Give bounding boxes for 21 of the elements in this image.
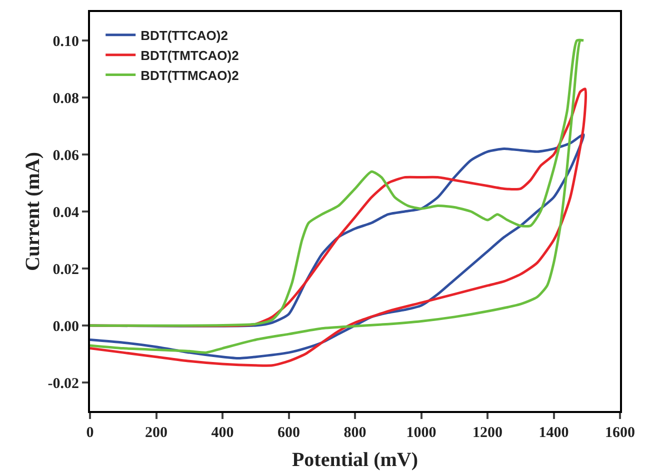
- x-tick-label: 400: [211, 425, 234, 441]
- y-tick-label: 0.04: [52, 204, 80, 221]
- x-tick-label: 1400: [538, 425, 569, 441]
- y-axis-title: Current (mA): [22, 152, 44, 272]
- legend-label: BDT(TTCAO)2: [140, 28, 228, 43]
- x-axis-title: Potential (mV): [292, 449, 418, 471]
- y-tick-label: 0.00: [52, 318, 79, 335]
- y-tick-label: 0.02: [52, 262, 79, 278]
- y-tick-label: 0.08: [52, 90, 79, 107]
- y-tick-label: 0.06: [52, 148, 80, 164]
- legend-label: BDT(TTMCAO)2: [140, 68, 239, 83]
- x-tick-label: 1600: [605, 425, 635, 441]
- x-tick-label: 1200: [472, 425, 502, 441]
- x-tick-label: 200: [145, 425, 168, 441]
- y-tick-label: 0.10: [52, 34, 79, 50]
- x-tick-label: 0: [86, 425, 94, 441]
- legend-label: BDT(TMTCAO)2: [140, 48, 239, 63]
- x-tick-label: 800: [344, 425, 366, 441]
- x-tick-label: 1000: [406, 425, 436, 441]
- x-tick-label: 600: [278, 425, 300, 441]
- y-tick-label: -0.02: [48, 376, 79, 392]
